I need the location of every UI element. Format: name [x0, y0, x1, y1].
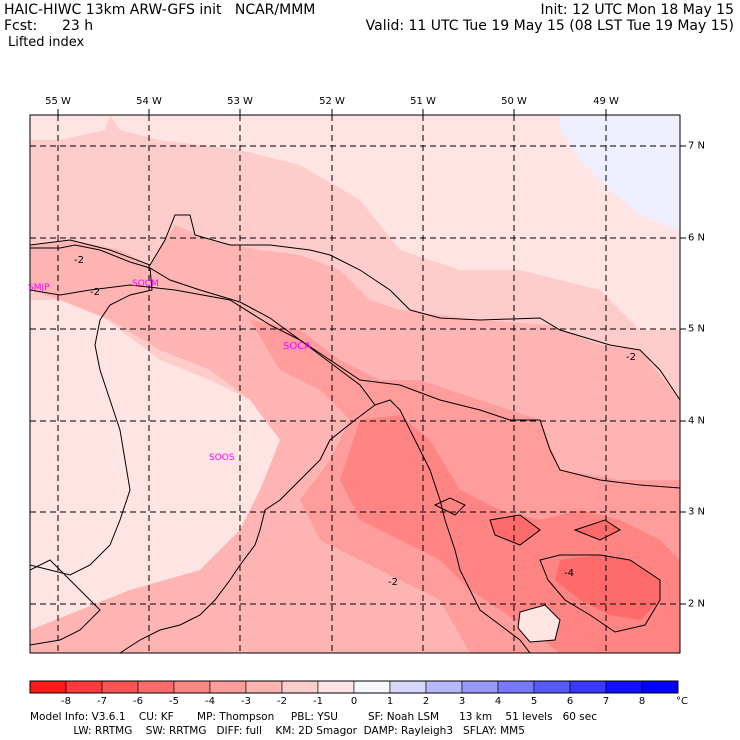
field-band-zero — [30, 115, 110, 140]
contour-label: -2 — [74, 255, 84, 266]
colorbar-cell — [209, 680, 247, 694]
contour-line — [517, 604, 561, 643]
longitude-label: 55 W — [45, 96, 71, 107]
colorbar-tick-label: 6 — [566, 696, 574, 707]
colorbar-cell — [137, 680, 175, 694]
colorbar-tick-label: -6 — [133, 696, 143, 707]
colorbar-frame — [29, 680, 679, 694]
field-band-zero — [518, 605, 560, 642]
longitude-label: 50 W — [501, 96, 527, 107]
colorbar-cell — [425, 680, 463, 694]
latitude-label: 6 N — [688, 232, 706, 244]
contour-line — [433, 497, 466, 516]
contour-line — [573, 519, 621, 541]
init-time: Init: 12 UTC Mon 18 May 15 — [540, 2, 734, 18]
colorbar-cell — [29, 680, 67, 694]
latitude-label: 4 N — [688, 415, 706, 427]
model-title: HAIC-HIWC 13km ARW-GFS init NCAR/MMM — [4, 2, 316, 18]
field-band-zero — [110, 115, 680, 330]
contour-line — [539, 554, 661, 633]
colorbar-tick-label: -7 — [97, 696, 107, 707]
colorbar-tick-label: -3 — [241, 696, 251, 707]
colorbar-tick-label: 0 — [350, 696, 358, 707]
colorbar-tick-label: 2 — [422, 696, 430, 707]
latitude-label: 5 N — [688, 323, 706, 335]
contour-label: -2 — [388, 577, 398, 588]
colorbar-tick-label: -8 — [61, 696, 71, 707]
country-border — [119, 404, 376, 653]
map-frame — [29, 114, 681, 654]
contour-line — [30, 214, 680, 401]
coastline-border — [30, 244, 531, 653]
station-label: SOCA — [283, 341, 312, 352]
colorbar-tick-label: 1 — [386, 696, 394, 707]
colorbar-cell — [281, 680, 319, 694]
shaded-field — [30, 115, 680, 653]
colorbar-tick-label: 4 — [494, 696, 502, 707]
contour-label: -2 — [626, 352, 636, 363]
field-band-zero — [30, 300, 300, 650]
forecast-label: Fcst: — [4, 18, 38, 34]
colorbar-cell — [101, 680, 139, 694]
lon-ticks — [57, 109, 607, 115]
contour-line — [30, 559, 101, 646]
footer-model-info: Model Info: V3.6.1 CU: KF MP: Thompson P… — [30, 711, 597, 723]
valid-time: Valid: 11 UTC Tue 19 May 15 (08 LST Tue … — [365, 18, 734, 34]
forecast-hours: 23 h — [62, 18, 94, 34]
colorbar-cell — [65, 680, 103, 694]
colorbar-cell — [605, 680, 643, 694]
colorbar-tick-label: 3 — [458, 696, 466, 707]
colorbar-cell — [353, 680, 391, 694]
latitude-label: 2 N — [688, 598, 706, 610]
contour-label: -2 — [90, 287, 100, 298]
longitude-label: 51 W — [410, 96, 436, 107]
colorbar-cell — [533, 680, 571, 694]
colorbar-cell — [461, 680, 499, 694]
political-borders — [30, 244, 531, 653]
colorbar-cell — [497, 680, 535, 694]
latitude-label: 7 N — [688, 140, 706, 152]
footer-physics-info: LW: RRTMG SW: RRTMG DIFF: full KM: 2D Sm… — [30, 725, 525, 737]
colorbar-unit: °C — [676, 696, 688, 707]
station-label: SMJP — [28, 283, 50, 293]
colorbar-cell — [245, 680, 283, 694]
colorbar-tick-label: -1 — [313, 696, 323, 707]
longitude-label: 53 W — [227, 96, 253, 107]
field-band-minus5 — [575, 520, 620, 540]
contour-line — [489, 514, 541, 546]
colorbar-cell — [317, 680, 355, 694]
colorbar-tick-label: -2 — [277, 696, 287, 707]
lat-ticks — [680, 145, 686, 605]
longitude-label: 52 W — [319, 96, 345, 107]
lat-lon-grid — [30, 115, 680, 653]
station-label: SOCM — [132, 279, 159, 289]
longitude-label: 49 W — [593, 96, 619, 107]
country-border — [30, 267, 153, 576]
colorbar-tick-label: -5 — [169, 696, 179, 707]
colorbar-tick-label: 8 — [638, 696, 646, 707]
field-name: Lifted index — [8, 35, 85, 50]
colorbar-tick-label: -4 — [205, 696, 215, 707]
colorbar-tick-label: 5 — [530, 696, 538, 707]
colorbar-tick-label: 7 — [602, 696, 610, 707]
colorbar-cell — [569, 680, 607, 694]
longitude-label: 54 W — [136, 96, 162, 107]
contour-lines — [30, 214, 680, 646]
colorbar-cell — [641, 680, 679, 694]
contour-line — [30, 284, 680, 489]
colorbar-cell — [389, 680, 427, 694]
latitude-label: 3 N — [688, 506, 706, 518]
station-label: SOOS — [209, 453, 235, 463]
field-band-positive — [560, 115, 680, 230]
contour-label: -4 — [564, 568, 574, 579]
colorbar-cell — [173, 680, 211, 694]
